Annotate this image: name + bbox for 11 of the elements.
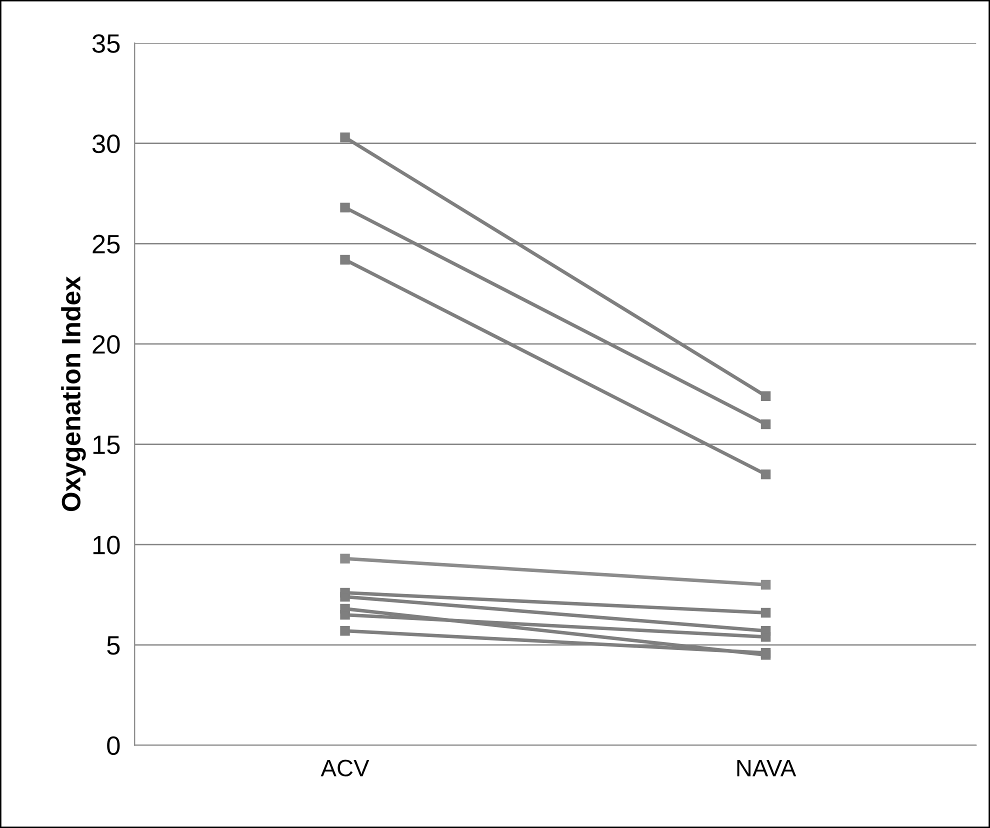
x-tick-label: ACV <box>320 760 370 776</box>
y-axis-title: Oxygenation Index <box>61 276 86 512</box>
y-tick-label: 10 <box>93 536 120 554</box>
y-tick-label: 25 <box>92 234 120 254</box>
y-tick-label: 5 <box>107 636 120 655</box>
y-tick-label: 35 <box>92 34 120 53</box>
y-tick-label: 30 <box>92 134 120 154</box>
y-tick-label: 15 <box>93 436 120 454</box>
y-tick-label: 0 <box>107 736 120 756</box>
x-tick-label: NAVA <box>737 760 796 776</box>
y-tick-label: 20 <box>92 335 120 354</box>
